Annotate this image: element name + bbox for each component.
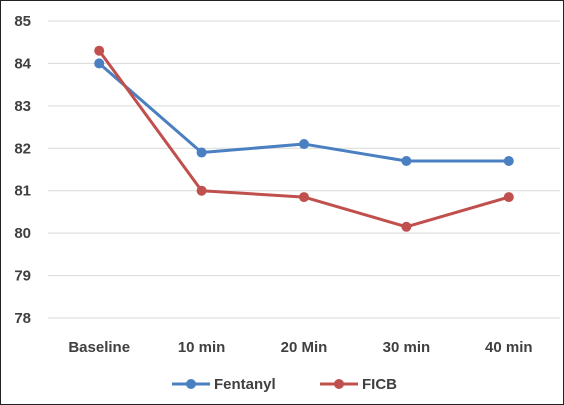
y-tick-label: 80 bbox=[14, 225, 31, 242]
data-point-fentanyl bbox=[299, 139, 309, 150]
x-axis-ticks: Baseline 10 min 20 Min 30 min 40 min bbox=[68, 339, 532, 356]
data-point-fentanyl bbox=[196, 147, 207, 158]
x-tick-label: 30 min bbox=[383, 339, 431, 356]
series-fentanyl bbox=[94, 58, 514, 167]
legend-swatch-marker bbox=[186, 379, 196, 389]
data-point-ficb bbox=[503, 192, 514, 203]
data-point-ficb bbox=[196, 185, 207, 196]
x-tick-label: 10 min bbox=[178, 339, 226, 356]
data-point-ficb bbox=[401, 221, 412, 232]
data-point-ficb bbox=[94, 45, 105, 56]
x-tick-label: Baseline bbox=[68, 339, 130, 356]
legend-swatch-marker bbox=[334, 379, 344, 389]
legend-item-ficb: FICB bbox=[320, 376, 397, 393]
legend-item-fentanyl: Fentanyl bbox=[172, 376, 276, 393]
y-tick-label: 82 bbox=[14, 140, 31, 157]
y-tick-label: 81 bbox=[14, 183, 31, 200]
legend-label: FICB bbox=[362, 376, 397, 393]
legend: Fentanyl FICB bbox=[172, 376, 397, 393]
legend-label: Fentanyl bbox=[214, 376, 276, 393]
x-tick-label: 20 Min bbox=[281, 339, 328, 356]
y-tick-label: 79 bbox=[14, 268, 31, 285]
data-point-fentanyl bbox=[94, 58, 105, 69]
y-tick-label: 83 bbox=[14, 98, 31, 115]
y-tick-label: 85 bbox=[14, 13, 31, 30]
y-axis-ticks: 78 79 80 81 82 83 84 85 bbox=[14, 13, 31, 327]
gridlines bbox=[48, 20, 560, 319]
y-tick-label: 78 bbox=[14, 310, 31, 327]
data-point-fentanyl bbox=[401, 156, 412, 167]
series-lines bbox=[94, 45, 514, 232]
data-point-fentanyl bbox=[503, 156, 514, 167]
x-tick-label: 40 min bbox=[485, 339, 533, 356]
y-tick-label: 84 bbox=[14, 55, 31, 72]
data-point-ficb bbox=[299, 192, 309, 203]
series-ficb bbox=[94, 45, 514, 232]
